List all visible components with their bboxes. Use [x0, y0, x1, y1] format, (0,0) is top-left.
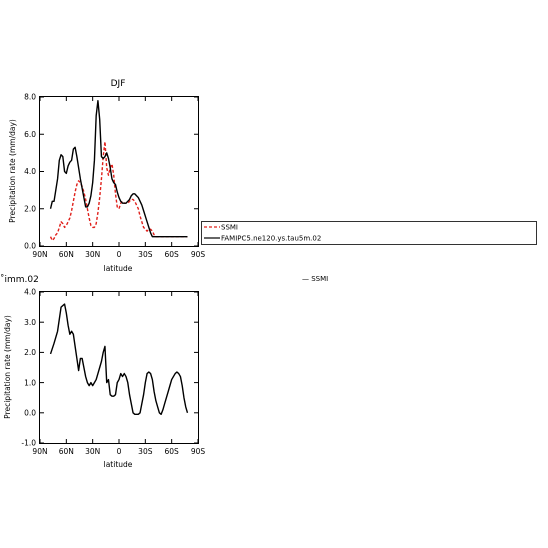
top-plot-frame	[39, 96, 199, 247]
bottom-y-tick-label: 4.0	[24, 288, 36, 297]
top-x-tick-label: 60N	[59, 250, 74, 259]
top-y-tick-label: 0.0	[24, 242, 36, 251]
legend-box	[201, 221, 537, 245]
top-y-tick-label: 8.0	[24, 93, 36, 102]
top-x-tick-label: 30S	[138, 250, 153, 259]
bottom-y-ticks: -1.0 0.0 1.0 2.0 3.0 4.0	[21, 288, 198, 448]
top-y-tick-label: 4.0	[24, 167, 36, 176]
bottom-legend-label: SSMI	[311, 275, 328, 283]
top-y-ticks: 0.0 2.0 4.0 6.0 8.0	[24, 93, 198, 251]
top-y-axis-label: Precipitation rate (mm/day)	[8, 119, 17, 223]
bottom-series-model-line	[49, 303, 189, 416]
top-x-tick-label: 30N	[85, 250, 100, 259]
bottom-x-tick-label: 60N	[59, 447, 74, 456]
bottom-x-ticks: 90N 60N 30N 0 30S 60S 90S	[32, 292, 205, 456]
bottom-legend-entry: — SSMI	[302, 275, 328, 283]
bottom-x-tick-label: 30S	[138, 447, 153, 456]
top-chart-title: DJF	[111, 79, 126, 89]
top-y-tick-label: 6.0	[24, 130, 36, 139]
bottom-y-tick-label: 2.0	[24, 348, 36, 357]
top-y-tick-label: 2.0	[24, 204, 36, 213]
top-series-ssmi-line	[49, 141, 188, 242]
legend: SSMI FAMIPC5.ne120.ys.tau5m.02	[201, 221, 537, 245]
top-x-ticks: 90N 60N 30N 0 30S 60S 90S	[32, 97, 205, 259]
bottom-y-tick-label: 3.0	[24, 318, 36, 327]
legend-ssmi-label: SSMI	[221, 224, 238, 232]
bottom-x-tick-label: 90N	[32, 447, 47, 456]
bottom-x-axis-label: latitude	[104, 460, 133, 469]
top-x-tick-label: 90N	[32, 250, 47, 259]
bottom-chart-title: ˚imm.02	[0, 274, 39, 285]
bottom-series	[49, 303, 189, 416]
bottom-x-tick-label: 60S	[165, 447, 180, 456]
bottom-x-tick-label: 30N	[85, 447, 100, 456]
bottom-x-tick-label: 0	[117, 447, 122, 456]
top-x-tick-label: 90S	[191, 250, 206, 259]
top-x-axis-label: latitude	[104, 264, 133, 273]
bottom-plot-frame	[39, 291, 199, 444]
top-series	[49, 100, 188, 242]
bottom-y-tick-label: 1.0	[24, 378, 36, 387]
legend-model-label: FAMIPC5.ne120.ys.tau5m.02	[221, 235, 321, 243]
bottom-y-tick-label: -1.0	[21, 439, 36, 448]
top-x-tick-label: 60S	[165, 250, 180, 259]
bottom-y-axis-label: Precipitation rate (mm/day)	[3, 315, 12, 419]
bottom-y-tick-label: 0.0	[24, 409, 36, 418]
bottom-x-tick-label: 90S	[191, 447, 206, 456]
top-series-famipc5-ne120-ys-tau5m-02-line	[49, 100, 188, 238]
panel-bottom: ˚imm.02 — SSMI -1.0 0.0 1.0 2.0 3.0 4.0 90N 60…	[0, 274, 328, 469]
panel-top: DJF 0.02.04.06.08.0 90N 60N 30N 0 30S 60S 90S …	[8, 79, 205, 273]
top-x-tick-label: 0	[117, 250, 122, 259]
